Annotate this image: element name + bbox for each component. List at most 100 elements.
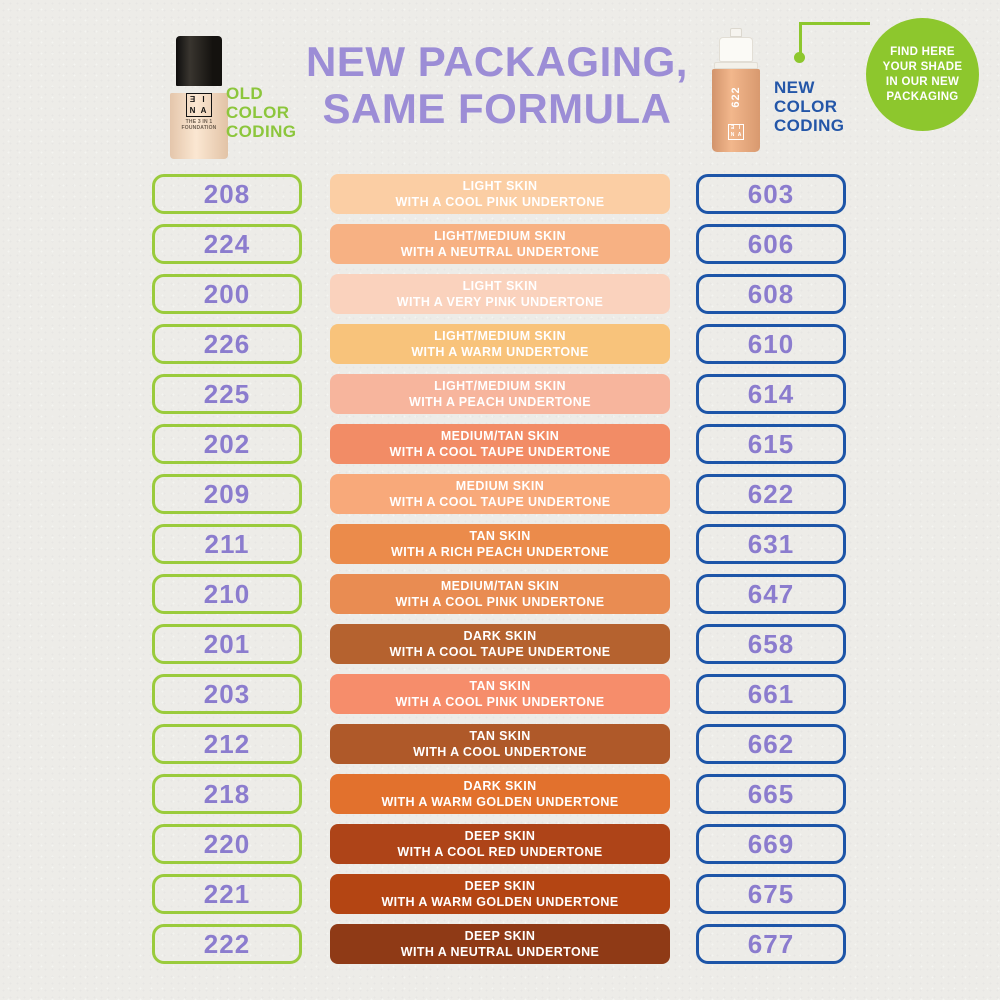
shade-conversion-table: 208 LIGHT SKIN WITH A COOL PINK UNDERTON… xyxy=(152,174,846,964)
new-code: 631 xyxy=(747,528,795,559)
old-code: 218 xyxy=(203,778,251,809)
brand-logo-letter: A xyxy=(737,132,742,138)
old-product-bottle-image: Ǝ I N A THE 3 IN 1 FOUNDATION xyxy=(170,36,228,159)
new-code-box: 603 xyxy=(696,174,846,214)
skin-description-line2: WITH A COOL RED UNDERTONE xyxy=(397,845,603,859)
skin-tone-swatch: TAN SKIN WITH A COOL UNDERTONE xyxy=(330,724,670,764)
skin-tone-swatch: LIGHT SKIN WITH A VERY PINK UNDERTONE xyxy=(330,274,670,314)
skin-tone-swatch: MEDIUM SKIN WITH A COOL TAUPE UNDERTONE xyxy=(330,474,670,514)
new-code: 610 xyxy=(747,328,795,359)
shade-row: 208 LIGHT SKIN WITH A COOL PINK UNDERTON… xyxy=(152,174,846,214)
new-code-box: 647 xyxy=(696,574,846,614)
shade-row: 211 TAN SKIN WITH A RICH PEACH UNDERTONE… xyxy=(152,524,846,564)
new-code-box: 662 xyxy=(696,724,846,764)
old-code: 201 xyxy=(203,628,251,659)
brand-logo-letter: A xyxy=(200,106,207,115)
skin-tone-swatch: LIGHT/MEDIUM SKIN WITH A WARM UNDERTONE xyxy=(330,324,670,364)
new-code-box: 610 xyxy=(696,324,846,364)
skin-description-line1: TAN SKIN xyxy=(469,679,531,693)
skin-description-line2: WITH A VERY PINK UNDERTONE xyxy=(396,295,604,309)
new-code-box: 615 xyxy=(696,424,846,464)
old-code: 202 xyxy=(203,428,251,459)
brand-logo: Ǝ I N A xyxy=(186,93,212,117)
skin-description-line2: WITH A COOL TAUPE UNDERTONE xyxy=(389,445,611,459)
skin-description-line2: WITH A COOL PINK UNDERTONE xyxy=(395,695,605,709)
new-code: 662 xyxy=(747,728,795,759)
skin-description-line2: WITH A PEACH UNDERTONE xyxy=(409,395,591,409)
skin-description-line1: DEEP SKIN xyxy=(464,929,536,943)
brand-logo-letter: N xyxy=(189,106,196,115)
old-code-box: 211 xyxy=(152,524,302,564)
skin-tone-swatch: DARK SKIN WITH A WARM GOLDEN UNDERTONE xyxy=(330,774,670,814)
old-code-box: 222 xyxy=(152,924,302,964)
skin-description-line2: WITH A COOL PINK UNDERTONE xyxy=(395,195,605,209)
new-code: 603 xyxy=(747,178,795,209)
new-code: 606 xyxy=(747,228,795,259)
shade-row: 212 TAN SKIN WITH A COOL UNDERTONE 662 xyxy=(152,724,846,764)
old-code-box: 209 xyxy=(152,474,302,514)
old-code-box: 203 xyxy=(152,674,302,714)
old-code: 208 xyxy=(203,178,251,209)
new-code-box: 622 xyxy=(696,474,846,514)
old-code: 211 xyxy=(204,528,250,559)
old-bottle-label-line1: THE 3 IN 1 xyxy=(185,119,213,125)
old-code: 200 xyxy=(203,278,251,309)
new-code: 661 xyxy=(747,678,795,709)
old-code-box: 200 xyxy=(152,274,302,314)
old-bottle-label-line2: FOUNDATION xyxy=(181,125,217,131)
skin-tone-swatch: DARK SKIN WITH A COOL TAUPE UNDERTONE xyxy=(330,624,670,664)
new-code-box: 675 xyxy=(696,874,846,914)
brand-logo-letter: N xyxy=(730,132,735,138)
old-code: 225 xyxy=(203,378,251,409)
badge-connector-line xyxy=(800,22,870,25)
old-code: 203 xyxy=(203,678,251,709)
skin-description-line1: MEDIUM SKIN xyxy=(455,479,545,493)
skin-description-line2: WITH A WARM GOLDEN UNDERTONE xyxy=(381,895,619,909)
new-bottle-pump-cap xyxy=(719,37,753,62)
shade-row: 225 LIGHT/MEDIUM SKIN WITH A PEACH UNDER… xyxy=(152,374,846,414)
brand-logo: Ǝ I N A xyxy=(728,124,744,140)
skin-description-line2: WITH A RICH PEACH UNDERTONE xyxy=(391,545,609,559)
old-code: 220 xyxy=(203,828,251,859)
new-code-box: 658 xyxy=(696,624,846,664)
skin-description-line1: DEEP SKIN xyxy=(464,879,536,893)
brand-logo-letter: I xyxy=(738,125,741,131)
new-code: 622 xyxy=(747,478,795,509)
skin-tone-swatch: DEEP SKIN WITH A COOL RED UNDERTONE xyxy=(330,824,670,864)
new-code: 677 xyxy=(747,928,795,959)
shade-row: 202 MEDIUM/TAN SKIN WITH A COOL TAUPE UN… xyxy=(152,424,846,464)
new-code: 665 xyxy=(747,778,795,809)
page-title: NEW PACKAGING, SAME FORMULA xyxy=(257,38,737,132)
shade-row: 224 LIGHT/MEDIUM SKIN WITH A NEUTRAL UND… xyxy=(152,224,846,264)
new-bottle-shade-number: 622 xyxy=(730,86,742,108)
old-code-box: 210 xyxy=(152,574,302,614)
skin-description-line2: WITH A COOL UNDERTONE xyxy=(413,745,587,759)
skin-description-line2: WITH A COOL TAUPE UNDERTONE xyxy=(389,495,611,509)
new-code-box: 614 xyxy=(696,374,846,414)
new-code-box: 677 xyxy=(696,924,846,964)
skin-description-line2: WITH A NEUTRAL UNDERTONE xyxy=(400,245,600,259)
old-code-box: 202 xyxy=(152,424,302,464)
skin-tone-swatch: LIGHT SKIN WITH A COOL PINK UNDERTONE xyxy=(330,174,670,214)
new-code-box: 661 xyxy=(696,674,846,714)
old-code-box: 220 xyxy=(152,824,302,864)
old-code-box: 224 xyxy=(152,224,302,264)
page-title-line1: NEW PACKAGING, xyxy=(306,38,688,85)
skin-description-line2: WITH A COOL TAUPE UNDERTONE xyxy=(389,645,611,659)
old-bottle-body: Ǝ I N A THE 3 IN 1 FOUNDATION xyxy=(170,93,228,159)
skin-description-line2: WITH A WARM UNDERTONE xyxy=(411,345,589,359)
skin-tone-swatch: TAN SKIN WITH A RICH PEACH UNDERTONE xyxy=(330,524,670,564)
shade-row: 220 DEEP SKIN WITH A COOL RED UNDERTONE … xyxy=(152,824,846,864)
skin-description-line1: TAN SKIN xyxy=(469,529,531,543)
badge-connector-line xyxy=(799,22,802,55)
new-bottle-nozzle xyxy=(730,28,742,37)
old-code: 224 xyxy=(203,228,251,259)
shade-row: 210 MEDIUM/TAN SKIN WITH A COOL PINK UND… xyxy=(152,574,846,614)
new-code: 614 xyxy=(747,378,795,409)
skin-description-line1: LIGHT SKIN xyxy=(462,279,538,293)
new-product-bottle-image: 622 Ǝ I N A xyxy=(712,28,760,152)
skin-description-line1: LIGHT/MEDIUM SKIN xyxy=(434,229,566,243)
old-code-box: 208 xyxy=(152,174,302,214)
new-code: 669 xyxy=(747,828,795,859)
shade-row: 203 TAN SKIN WITH A COOL PINK UNDERTONE … xyxy=(152,674,846,714)
